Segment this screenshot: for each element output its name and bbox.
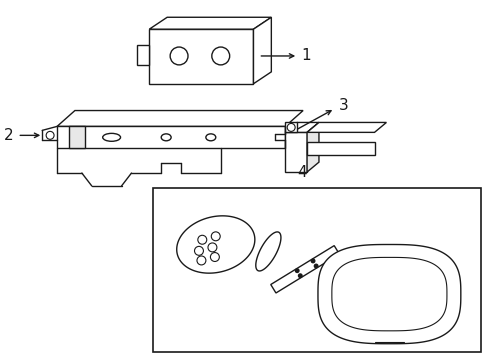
Polygon shape	[255, 232, 280, 271]
Polygon shape	[306, 122, 318, 172]
Circle shape	[313, 264, 318, 269]
Polygon shape	[317, 244, 460, 344]
Polygon shape	[176, 216, 254, 273]
Polygon shape	[270, 246, 339, 293]
Circle shape	[294, 268, 299, 273]
Polygon shape	[57, 126, 285, 148]
Polygon shape	[331, 257, 446, 331]
Polygon shape	[285, 132, 306, 172]
Polygon shape	[285, 122, 297, 132]
Polygon shape	[253, 17, 271, 84]
Text: 3: 3	[338, 98, 348, 113]
Polygon shape	[69, 126, 84, 148]
Circle shape	[297, 273, 302, 278]
Polygon shape	[306, 142, 374, 155]
Circle shape	[310, 258, 315, 264]
Polygon shape	[306, 122, 386, 132]
Polygon shape	[149, 17, 271, 29]
Text: 1: 1	[301, 49, 310, 63]
Polygon shape	[285, 122, 318, 132]
Bar	[153, 188, 480, 352]
Polygon shape	[57, 111, 303, 126]
Polygon shape	[137, 45, 149, 65]
Text: 2: 2	[4, 128, 13, 143]
Text: 4: 4	[297, 165, 306, 180]
Polygon shape	[149, 29, 253, 84]
